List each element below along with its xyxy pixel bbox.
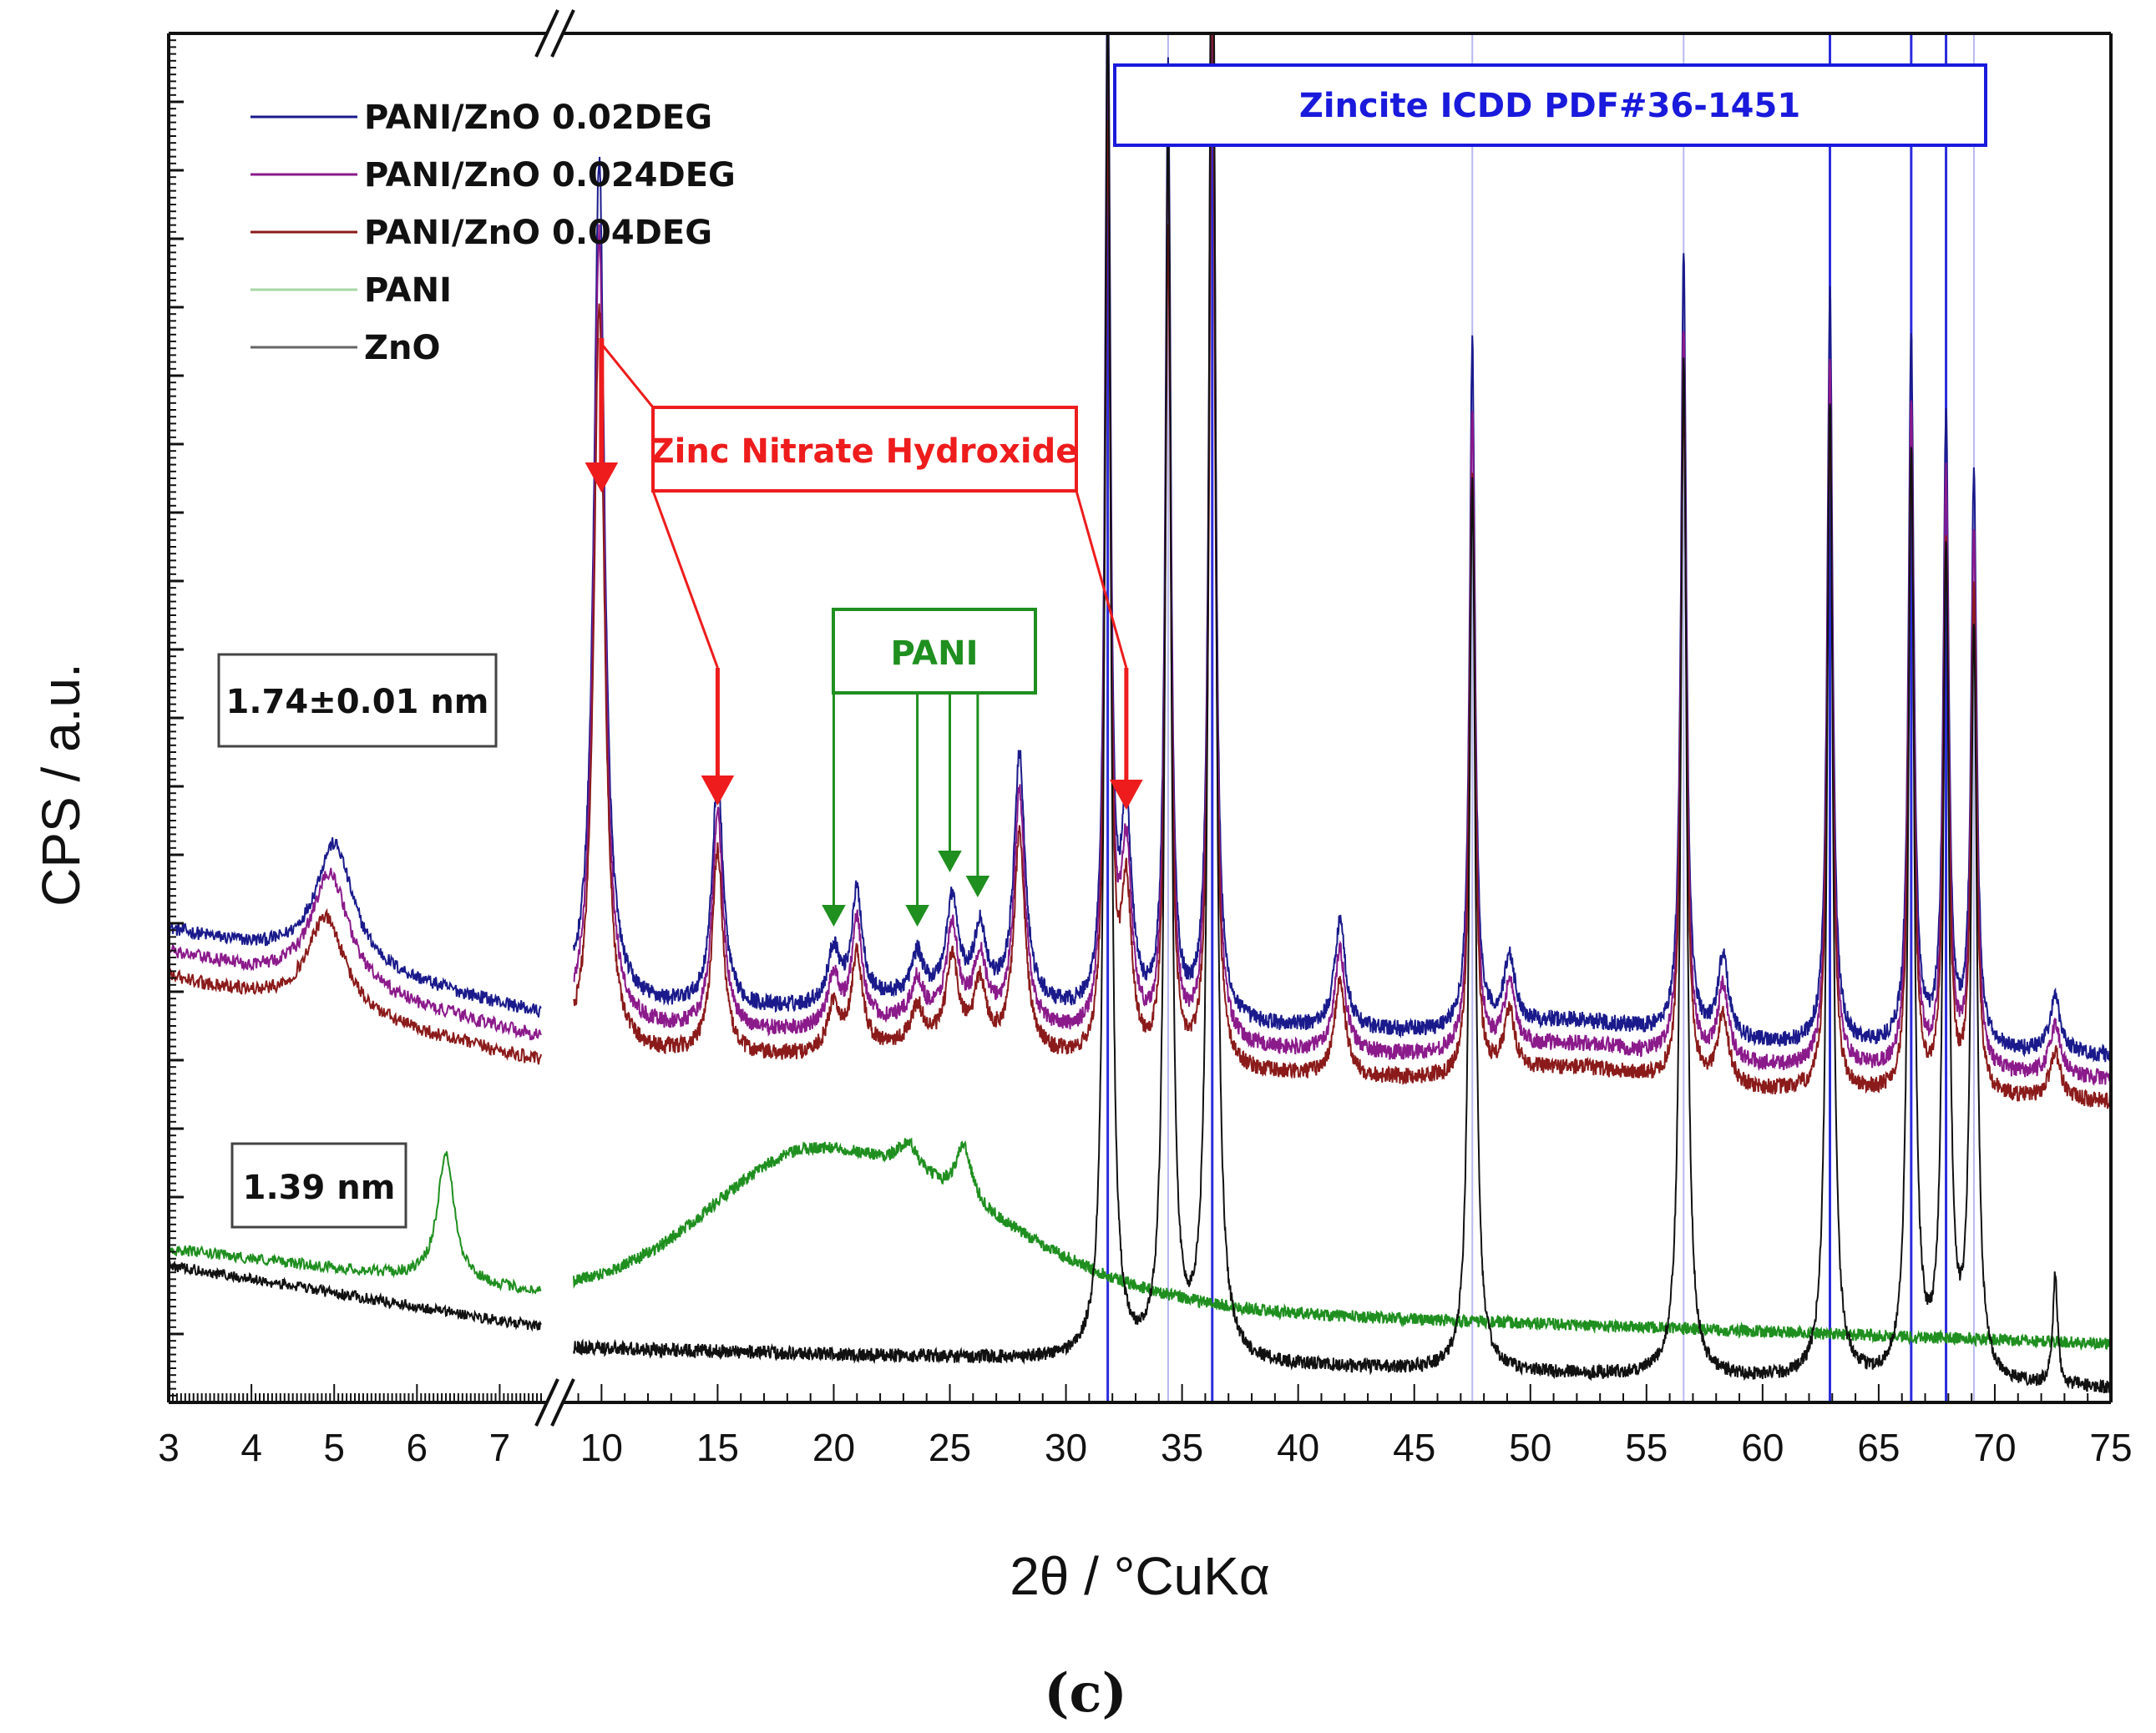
x-tick-label: 20: [812, 1426, 855, 1469]
peak-markers: [585, 338, 1143, 927]
d-spacing-label-2: 1.39 nm: [243, 1169, 396, 1207]
x-tick-label: 70: [1973, 1426, 2016, 1469]
diffraction-patterns: [168, 33, 2112, 1394]
d-spacing-box-2: [230, 1142, 407, 1229]
x-tick-label: 35: [1161, 1426, 1203, 1469]
axis-break-slash: [534, 9, 559, 58]
x-tick-label: 7: [489, 1426, 511, 1469]
axis-break-gap: [546, 8, 564, 58]
zincite-reference-lines: [1106, 33, 1975, 1402]
pani-box: [832, 608, 1037, 695]
x-tick-labels: 3 4 5 6 7 10 15 20 25 30 35 40 45 50 55 60 65 70 75: [158, 1426, 2132, 1469]
series-line-0: [573, 33, 2112, 1064]
zincite-box: [1113, 63, 1987, 147]
zincite-label: Zincite ICDD PDF#36-1451: [1299, 87, 1800, 125]
x-tick-label: 10: [580, 1426, 623, 1469]
nitrate-label: Zinc Nitrate Hydroxide: [650, 432, 1079, 471]
legend-label-0: PANI/ZnO 0.02DEG: [364, 99, 712, 137]
nitrate-leader-32: [1075, 490, 1128, 669]
pani-label: PANI: [891, 634, 979, 673]
axis-break-slash: [550, 1378, 575, 1427]
x-tick-label: 55: [1625, 1426, 1668, 1469]
nitrate-arrowhead-10: [585, 462, 619, 493]
nitrate-arrowhead-15: [701, 776, 735, 806]
pani-arrowhead-0: [822, 905, 846, 927]
axis-break: [534, 8, 575, 1427]
series-line-1-low-angle: [168, 867, 542, 1041]
x-tick-label: 25: [929, 1426, 971, 1469]
nitrate-annotation: Zinc Nitrate Hydroxide: [650, 406, 1079, 493]
x-axis-title: 2θ / °CuKα: [1010, 1546, 1270, 1606]
x-tick-label: 75: [2089, 1426, 2132, 1469]
d-spacing-annotation-2: 1.39 nm: [230, 1142, 407, 1229]
series-line-0-low-angle: [168, 836, 542, 1018]
x-tick-label: 45: [1393, 1426, 1435, 1469]
legend-label-4: ZnO: [364, 329, 440, 367]
figure-caption: (c): [1044, 1662, 1127, 1725]
series-line-zno-low-angle: [168, 1260, 542, 1332]
x-tick-label: 15: [696, 1426, 739, 1469]
x-tick-label: 30: [1045, 1426, 1087, 1469]
axis-break-slash: [550, 9, 575, 58]
x-tick-label: 65: [1857, 1426, 1900, 1469]
legend-label-3: PANI: [364, 271, 452, 310]
nitrate-leader-10: [600, 343, 655, 408]
pani-arrowhead-3: [965, 876, 990, 897]
pani-arrowhead-2: [938, 851, 962, 872]
legend-label-2: PANI/ZnO 0.04DEG: [364, 214, 712, 252]
legend: PANI/ZnO 0.02DEG PANI/ZnO 0.024DEG PANI/Zn…: [251, 99, 736, 367]
x-tick-label: 4: [240, 1426, 262, 1469]
series-line-zno: [573, 33, 2112, 1394]
x-tick-label: 40: [1277, 1426, 1319, 1469]
zincite-annotation: Zincite ICDD PDF#36-1451: [1113, 63, 1987, 147]
series-line-1: [573, 33, 2112, 1086]
axis-ticks: [168, 32, 2112, 1404]
nitrate-box: [651, 406, 1078, 493]
y-axis-title: CPS / a.u.: [31, 663, 91, 907]
x-tick-label: 5: [323, 1426, 345, 1469]
nitrate-arrowhead-32: [1110, 780, 1143, 810]
x-tick-label: 50: [1509, 1426, 1551, 1469]
axis-break-slash: [534, 1378, 559, 1427]
pani-arrowhead-1: [905, 905, 929, 927]
pani-annotation: PANI: [832, 608, 1037, 695]
x-tick-label: 3: [158, 1426, 180, 1469]
d-spacing-label-1: 1.74±0.01 nm: [226, 683, 489, 721]
series-line-pani: [573, 1137, 2112, 1352]
x-tick-label: 60: [1741, 1426, 1784, 1469]
d-spacing-box-1: [217, 653, 498, 748]
axis-break-gap: [546, 1377, 564, 1427]
series-line-pani-low-angle: [168, 1151, 542, 1296]
legend-label-1: PANI/ZnO 0.024DEG: [364, 156, 736, 195]
d-spacing-annotation-1: 1.74±0.01 nm: [217, 653, 498, 748]
series-line-2-low-angle: [168, 907, 542, 1065]
nitrate-leader-15: [651, 490, 719, 669]
x-tick-label: 6: [407, 1426, 428, 1469]
series-line-2: [573, 33, 2112, 1109]
